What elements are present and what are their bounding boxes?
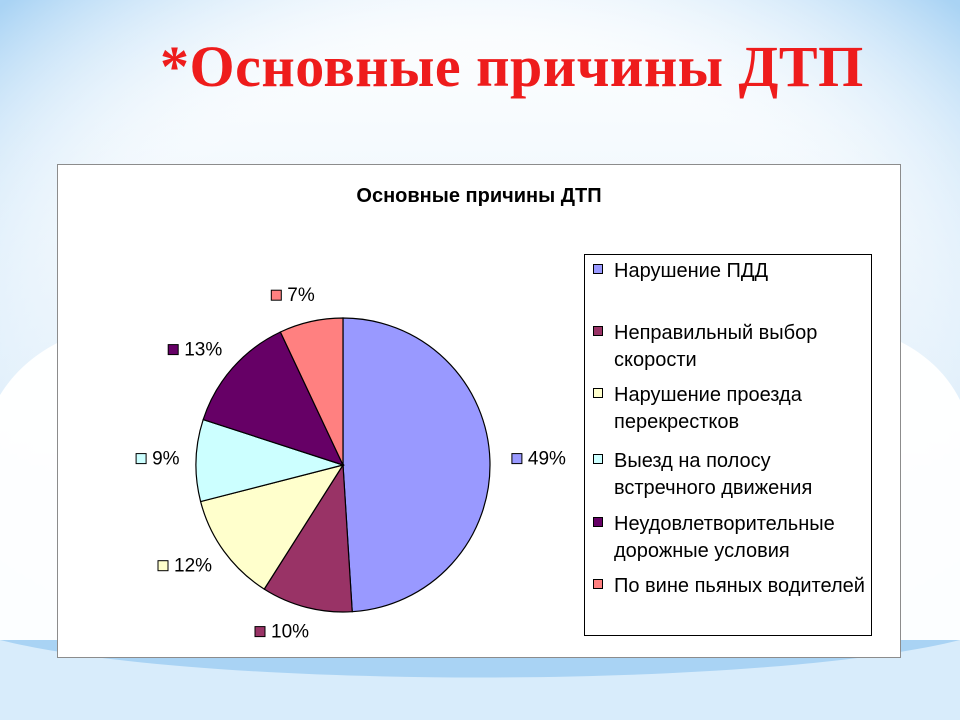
data-label-text: 9% bbox=[152, 449, 180, 470]
legend-label: Нарушение ПДД bbox=[614, 260, 768, 282]
data-label-swatch bbox=[254, 626, 266, 638]
data-label: 10% bbox=[254, 622, 309, 643]
legend-swatch bbox=[593, 454, 603, 464]
data-label: 13% bbox=[167, 340, 222, 361]
data-label-swatch bbox=[511, 453, 523, 465]
legend-item: По вине пьяных водителей bbox=[593, 573, 869, 600]
data-label: 9% bbox=[135, 449, 180, 470]
pie-slice bbox=[263, 463, 353, 613]
legend-label: Нарушение проезда перекрестков bbox=[614, 384, 802, 433]
data-label-text: 7% bbox=[287, 285, 315, 306]
data-label-text: 12% bbox=[174, 556, 212, 577]
legend-item: Выезд на полосу встречного движения bbox=[593, 448, 869, 502]
legend-label: По вине пьяных водителей bbox=[614, 575, 865, 597]
pie-slice bbox=[342, 317, 491, 613]
data-label-swatch bbox=[167, 344, 179, 356]
data-label-text: 13% bbox=[184, 340, 222, 361]
data-label-swatch bbox=[157, 560, 169, 572]
legend-item: Неудовлетворительные дорожные условия bbox=[593, 511, 869, 565]
legend-swatch bbox=[593, 517, 603, 527]
data-label-text: 49% bbox=[528, 449, 566, 470]
legend-swatch bbox=[593, 264, 603, 274]
pie-slice bbox=[202, 331, 345, 466]
chart-title: Основные причины ДТП bbox=[356, 185, 602, 207]
chart-area: Основные причины ДТП 49% 10% 12% 9% 13% 7% На… bbox=[57, 164, 901, 658]
legend-swatch bbox=[593, 326, 603, 336]
pie-slice bbox=[195, 418, 346, 503]
legend-item: Неправильный выбор скорости bbox=[593, 320, 869, 374]
chart-legend: Нарушение ПДД Неправильный выбор скорост… bbox=[584, 254, 872, 636]
legend-swatch bbox=[593, 579, 603, 589]
data-label-swatch bbox=[135, 453, 147, 465]
data-label: 12% bbox=[157, 556, 212, 577]
legend-item: Нарушение проезда перекрестков bbox=[593, 382, 869, 436]
legend-label: Неправильный выбор скорости bbox=[614, 322, 818, 371]
legend-item: Нарушение ПДД bbox=[593, 258, 869, 285]
data-label: 7% bbox=[270, 285, 315, 306]
legend-swatch bbox=[593, 388, 603, 398]
slide-title: *Основные причины ДТП bbox=[160, 34, 864, 99]
data-label: 49% bbox=[511, 449, 566, 470]
pie-slice bbox=[199, 464, 345, 590]
pie-slice bbox=[279, 317, 344, 466]
legend-label: Выезд на полосу встречного движения bbox=[614, 450, 813, 499]
data-label-text: 10% bbox=[271, 622, 309, 643]
data-label-swatch bbox=[270, 289, 282, 301]
legend-label: Неудовлетворительные дорожные условия bbox=[614, 513, 835, 562]
pie-chart: 49% 10% 12% 9% 13% 7% bbox=[135, 285, 566, 643]
